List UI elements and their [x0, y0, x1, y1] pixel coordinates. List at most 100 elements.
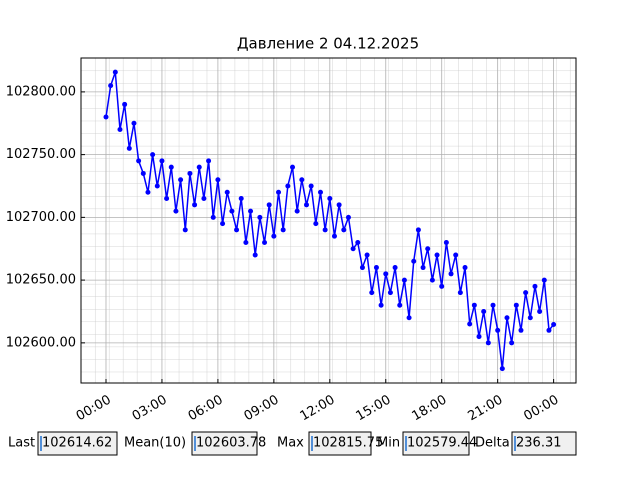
- point: [206, 158, 212, 164]
- point: [415, 227, 421, 233]
- stat-label: Delta: [475, 436, 510, 451]
- point: [341, 227, 347, 233]
- stat-label: Min: [377, 436, 400, 451]
- point: [303, 202, 309, 208]
- point: [457, 290, 463, 296]
- plot-frame: [80, 57, 577, 384]
- x-tick-label: 00:00: [74, 393, 114, 425]
- point: [252, 252, 258, 258]
- point: [290, 164, 296, 170]
- stat-value: 102815.75: [313, 436, 383, 451]
- point: [215, 177, 221, 183]
- stat-box: [191, 431, 258, 456]
- point: [276, 189, 282, 195]
- stat-value: 102603.78: [196, 436, 266, 451]
- point: [108, 83, 114, 89]
- point: [164, 196, 170, 202]
- point: [434, 252, 440, 258]
- y-tick-label: 102750.00: [6, 147, 76, 162]
- point: [546, 327, 552, 333]
- stat-box: [511, 431, 577, 456]
- point: [364, 252, 370, 258]
- point: [443, 239, 449, 245]
- point: [481, 308, 487, 314]
- point: [122, 101, 128, 107]
- point: [373, 265, 379, 271]
- point: [210, 214, 216, 220]
- point: [131, 120, 137, 126]
- point: [285, 183, 291, 189]
- plot: 102600.00 102650.00 102700.00 102750.00 1028…: [6, 58, 576, 424]
- x-tick-label: 03:00: [130, 393, 170, 425]
- point: [369, 290, 375, 296]
- point: [257, 214, 263, 220]
- point: [196, 164, 202, 170]
- point: [476, 334, 482, 340]
- point: [537, 308, 543, 314]
- y-tick-label: 102700.00: [6, 210, 76, 225]
- point: [294, 208, 300, 214]
- point: [117, 127, 123, 133]
- point: [448, 271, 454, 277]
- minor-grid: [81, 58, 576, 383]
- point: [420, 265, 426, 271]
- point: [140, 170, 146, 176]
- point: [509, 340, 515, 346]
- stat-label: Mean(10): [124, 436, 186, 451]
- stat-box: [37, 431, 118, 456]
- point: [397, 302, 403, 308]
- point: [224, 189, 230, 195]
- stats-bar: Last 102614.62 Mean(10) 102603.78 Max 102815.…: [8, 431, 577, 456]
- y-tick-label: 102800.00: [6, 84, 76, 99]
- point: [490, 302, 496, 308]
- chart-title: Давление 2 04.12.2025: [237, 35, 419, 53]
- x-tick-label: 09:00: [242, 393, 282, 425]
- x-tick-label: 12:00: [298, 393, 338, 425]
- point: [220, 221, 226, 227]
- point: [551, 322, 557, 327]
- point: [387, 290, 393, 296]
- point: [313, 221, 319, 227]
- point: [168, 164, 174, 170]
- point: [317, 189, 323, 195]
- point: [350, 246, 356, 252]
- point: [154, 183, 160, 189]
- stat-value: 102614.62: [42, 436, 112, 451]
- point: [541, 277, 547, 283]
- point: [392, 265, 398, 271]
- point: [467, 321, 473, 327]
- point: [504, 315, 510, 321]
- point: [523, 290, 529, 296]
- stat-label: Max: [277, 436, 304, 451]
- point: [527, 315, 533, 321]
- point: [485, 340, 491, 346]
- point: [192, 202, 198, 208]
- point: [411, 258, 417, 264]
- point: [159, 158, 165, 164]
- point: [266, 202, 272, 208]
- point: [136, 158, 142, 164]
- y-tick-label: 102600.00: [6, 335, 76, 350]
- point: [429, 277, 435, 283]
- point: [126, 145, 132, 151]
- point: [355, 239, 361, 245]
- point: [518, 327, 524, 333]
- point: [499, 366, 505, 372]
- x-tick-label: 06:00: [186, 393, 226, 425]
- point: [471, 302, 477, 308]
- point: [238, 196, 244, 202]
- point: [182, 227, 188, 233]
- point: [322, 227, 328, 233]
- point: [383, 271, 389, 277]
- point: [406, 315, 412, 321]
- point: [103, 114, 109, 120]
- point: [234, 227, 240, 233]
- point: [271, 233, 277, 239]
- point: [299, 177, 305, 183]
- point: [378, 302, 384, 308]
- stat-box: [402, 431, 470, 456]
- point: [439, 283, 445, 289]
- stat-box: [308, 431, 372, 456]
- y-tick-label: 102650.00: [6, 273, 76, 288]
